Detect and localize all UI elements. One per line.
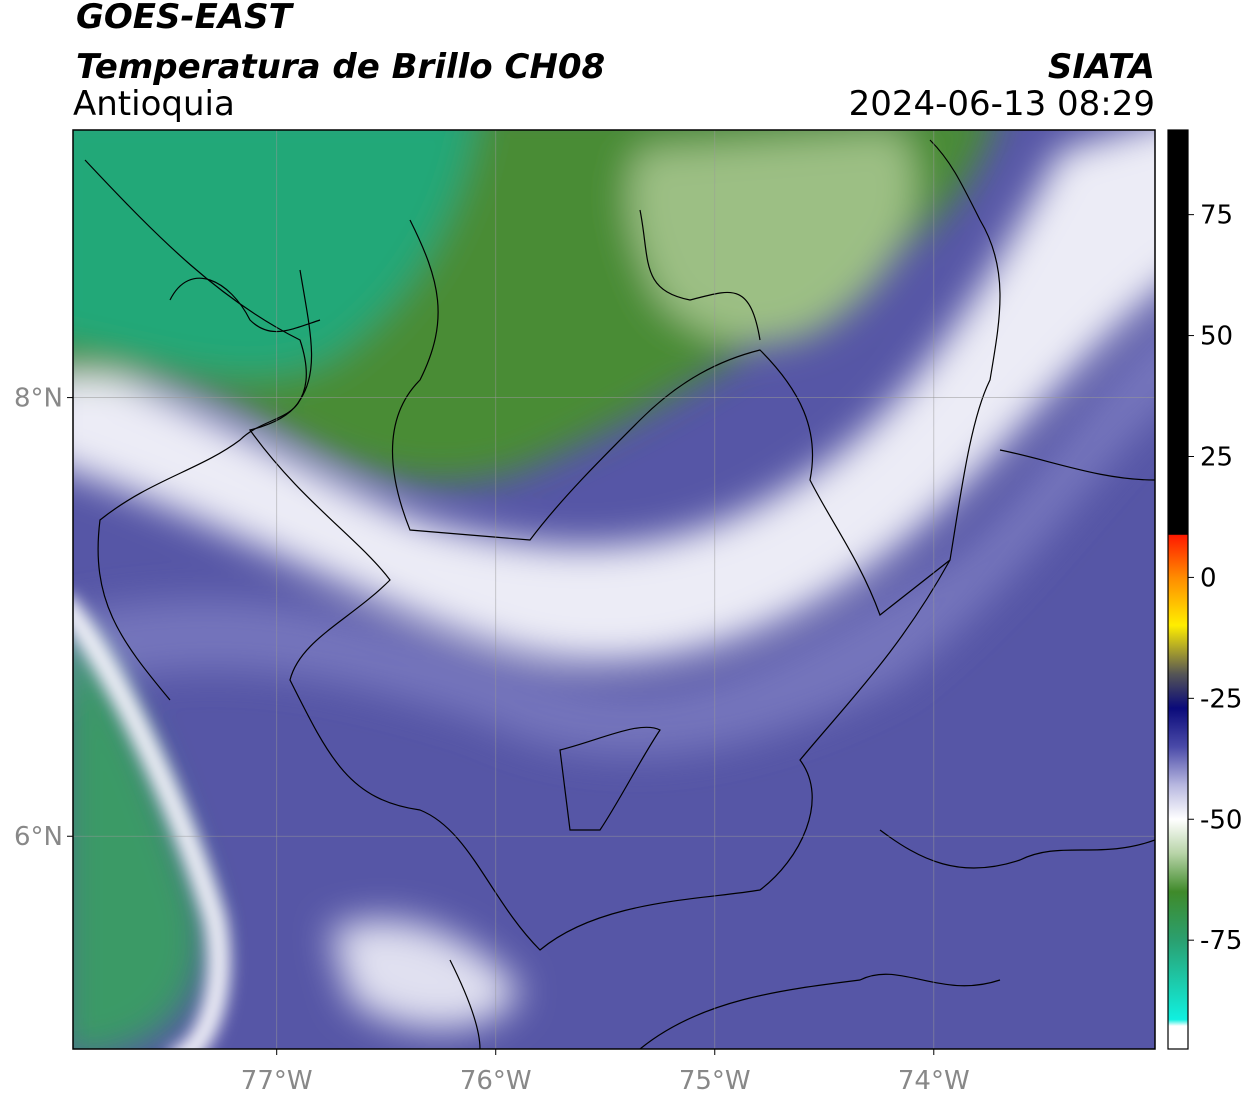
subtitle: Temperatura de Brillo CH08: [76, 47, 605, 87]
x-tick-label: 76°W: [460, 1066, 532, 1096]
map-frame: [72, 129, 1156, 1050]
colorbar-tick-label: 50: [1200, 322, 1233, 352]
colorbar-tick-label: 0: [1200, 563, 1217, 593]
imagery: [73, 130, 1155, 1049]
colorbar-tick-label: 75: [1200, 201, 1233, 231]
graticule: [73, 130, 1155, 1049]
y-tick-label: 8°N: [14, 384, 63, 414]
borders: [84, 139, 1155, 1049]
datetime: 2024-06-13 08:29: [849, 84, 1155, 124]
x-tick-label: 75°W: [679, 1066, 751, 1096]
colorbar-tick-label: -25: [1200, 684, 1242, 714]
y-tick-label: 6°N: [14, 822, 63, 852]
colorbar-tick-label: 25: [1200, 442, 1233, 472]
x-tick-label: 77°W: [241, 1066, 313, 1096]
colorbar-tick-label: -75: [1200, 926, 1242, 956]
title: GOES-EAST: [76, 0, 295, 37]
region: Antioquia: [73, 84, 235, 124]
source: SIATA: [1048, 47, 1155, 87]
colorbar: [1167, 129, 1189, 1050]
x-tick-label: 74°W: [898, 1066, 970, 1096]
colorbar-tick-label: -50: [1200, 805, 1242, 835]
